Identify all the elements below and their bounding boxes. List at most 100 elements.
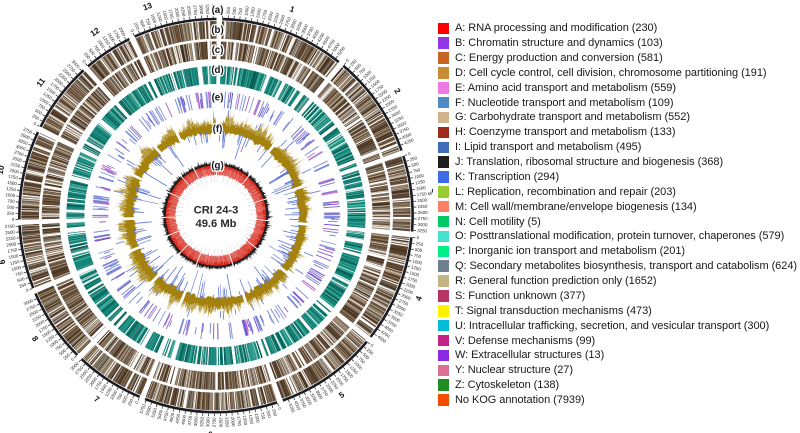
svg-text:1750: 1750 xyxy=(93,380,103,391)
svg-text:3250: 3250 xyxy=(17,138,28,146)
svg-text:2000: 2000 xyxy=(335,376,345,387)
svg-text:500: 500 xyxy=(415,247,424,253)
svg-text:(a): (a) xyxy=(212,5,224,16)
svg-text:1250: 1250 xyxy=(6,186,17,192)
svg-text:4: 4 xyxy=(414,294,424,302)
svg-text:3750: 3750 xyxy=(22,126,33,135)
svg-text:0: 0 xyxy=(277,407,283,411)
svg-text:1750: 1750 xyxy=(50,81,61,91)
svg-text:750: 750 xyxy=(237,7,243,15)
svg-text:1500: 1500 xyxy=(242,415,248,426)
svg-text:5500: 5500 xyxy=(144,405,152,416)
svg-text:3000: 3000 xyxy=(15,144,26,152)
svg-text:1500: 1500 xyxy=(162,10,169,21)
svg-text:3: 3 xyxy=(430,188,433,194)
svg-text:2750: 2750 xyxy=(5,224,16,230)
svg-text:1500: 1500 xyxy=(7,180,18,187)
svg-text:2000: 2000 xyxy=(9,168,20,175)
svg-text:1000: 1000 xyxy=(39,96,50,106)
svg-text:500: 500 xyxy=(17,276,26,283)
svg-text:250: 250 xyxy=(409,155,418,162)
svg-text:1250: 1250 xyxy=(42,91,53,101)
svg-text:3250: 3250 xyxy=(309,392,318,403)
svg-text:5750: 5750 xyxy=(139,403,147,414)
svg-text:2000: 2000 xyxy=(118,26,127,37)
svg-text:3000: 3000 xyxy=(395,303,406,312)
svg-text:2000: 2000 xyxy=(230,416,236,427)
svg-text:5250: 5250 xyxy=(336,45,346,56)
svg-text:2000: 2000 xyxy=(53,76,64,86)
svg-text:500: 500 xyxy=(34,108,43,116)
svg-text:1500: 1500 xyxy=(370,78,381,88)
svg-text:2000: 2000 xyxy=(405,282,416,290)
svg-text:1000: 1000 xyxy=(150,13,158,24)
svg-text:4250: 4250 xyxy=(380,329,391,339)
svg-text:750: 750 xyxy=(116,392,124,401)
svg-text:2: 2 xyxy=(392,87,402,96)
svg-text:2250: 2250 xyxy=(31,314,42,323)
svg-text:1500: 1500 xyxy=(416,185,427,191)
svg-text:(f): (f) xyxy=(213,124,223,135)
svg-text:3000: 3000 xyxy=(289,18,298,29)
svg-text:1250: 1250 xyxy=(104,386,114,397)
svg-text:3250: 3250 xyxy=(393,309,404,318)
svg-text:1500: 1500 xyxy=(46,86,57,96)
svg-text:5: 5 xyxy=(337,390,346,400)
svg-text:250: 250 xyxy=(133,22,141,31)
svg-text:3500: 3500 xyxy=(304,395,313,406)
svg-text:1000: 1000 xyxy=(412,259,423,266)
svg-text:2500: 2500 xyxy=(5,229,16,235)
svg-text:250: 250 xyxy=(349,58,358,67)
svg-text:2000: 2000 xyxy=(34,319,45,329)
svg-text:4250: 4250 xyxy=(316,31,326,42)
svg-text:2500: 2500 xyxy=(186,6,192,17)
svg-text:1250: 1250 xyxy=(101,35,111,46)
svg-text:4750: 4750 xyxy=(162,410,169,421)
svg-text:2250: 2250 xyxy=(417,204,428,209)
svg-text:3750: 3750 xyxy=(399,126,410,135)
svg-text:500: 500 xyxy=(88,47,97,56)
svg-text:2250: 2250 xyxy=(180,6,187,17)
svg-text:1250: 1250 xyxy=(366,74,377,85)
svg-text:250: 250 xyxy=(62,352,71,361)
svg-text:4000: 4000 xyxy=(311,28,320,39)
svg-text:3000: 3000 xyxy=(315,389,324,400)
svg-text:3250: 3250 xyxy=(393,114,404,123)
svg-text:1750: 1750 xyxy=(339,372,349,383)
svg-text:0: 0 xyxy=(12,217,15,222)
svg-text:3000: 3000 xyxy=(70,59,81,70)
svg-text:500: 500 xyxy=(265,410,272,419)
svg-text:3500: 3500 xyxy=(20,132,31,141)
svg-text:13: 13 xyxy=(142,1,154,13)
svg-text:1500: 1500 xyxy=(107,32,117,43)
svg-text:2500: 2500 xyxy=(79,369,89,380)
svg-text:0: 0 xyxy=(416,235,420,240)
svg-text:0: 0 xyxy=(407,151,411,157)
svg-text:1750: 1750 xyxy=(168,9,175,20)
svg-text:1750: 1750 xyxy=(112,29,121,40)
svg-text:250: 250 xyxy=(366,347,375,356)
svg-text:2750: 2750 xyxy=(74,365,85,376)
svg-text:2750: 2750 xyxy=(14,149,25,157)
svg-text:1750: 1750 xyxy=(38,324,49,334)
svg-text:1250: 1250 xyxy=(349,364,360,375)
svg-text:49.6 Mb: 49.6 Mb xyxy=(195,218,236,230)
svg-text:1250: 1250 xyxy=(9,259,20,266)
svg-text:1000: 1000 xyxy=(96,38,106,49)
svg-text:500: 500 xyxy=(7,205,15,210)
svg-text:2750: 2750 xyxy=(66,63,77,74)
svg-text:750: 750 xyxy=(413,253,422,259)
svg-text:0: 0 xyxy=(70,356,76,362)
svg-text:3500: 3500 xyxy=(193,416,199,427)
svg-text:9: 9 xyxy=(0,259,7,266)
svg-text:1000: 1000 xyxy=(414,173,425,180)
svg-text:2250: 2250 xyxy=(5,235,16,241)
svg-text:250: 250 xyxy=(415,241,424,247)
svg-text:(b): (b) xyxy=(211,25,223,36)
svg-text:250: 250 xyxy=(127,398,135,407)
svg-text:500: 500 xyxy=(411,161,420,168)
svg-text:(g): (g) xyxy=(211,161,223,172)
svg-text:(d): (d) xyxy=(211,65,223,76)
svg-text:2500: 2500 xyxy=(12,156,23,164)
svg-text:2750: 2750 xyxy=(387,104,398,114)
